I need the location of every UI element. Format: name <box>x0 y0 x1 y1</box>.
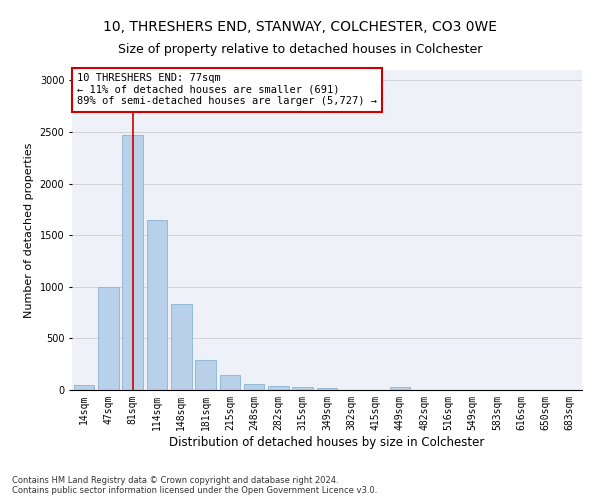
Bar <box>146 220 167 390</box>
Bar <box>98 287 119 390</box>
Bar <box>317 388 337 390</box>
Bar <box>195 360 216 390</box>
Bar <box>122 135 143 390</box>
X-axis label: Distribution of detached houses by size in Colchester: Distribution of detached houses by size … <box>169 436 485 448</box>
Text: 10, THRESHERS END, STANWAY, COLCHESTER, CO3 0WE: 10, THRESHERS END, STANWAY, COLCHESTER, … <box>103 20 497 34</box>
Bar <box>74 385 94 390</box>
Bar <box>244 384 265 390</box>
Bar <box>389 387 410 390</box>
Y-axis label: Number of detached properties: Number of detached properties <box>24 142 34 318</box>
Text: Contains HM Land Registry data © Crown copyright and database right 2024.
Contai: Contains HM Land Registry data © Crown c… <box>12 476 377 495</box>
Text: Size of property relative to detached houses in Colchester: Size of property relative to detached ho… <box>118 42 482 56</box>
Bar <box>171 304 191 390</box>
Bar <box>268 386 289 390</box>
Bar <box>292 387 313 390</box>
Bar <box>220 374 240 390</box>
Text: 10 THRESHERS END: 77sqm
← 11% of detached houses are smaller (691)
89% of semi-d: 10 THRESHERS END: 77sqm ← 11% of detache… <box>77 73 377 106</box>
